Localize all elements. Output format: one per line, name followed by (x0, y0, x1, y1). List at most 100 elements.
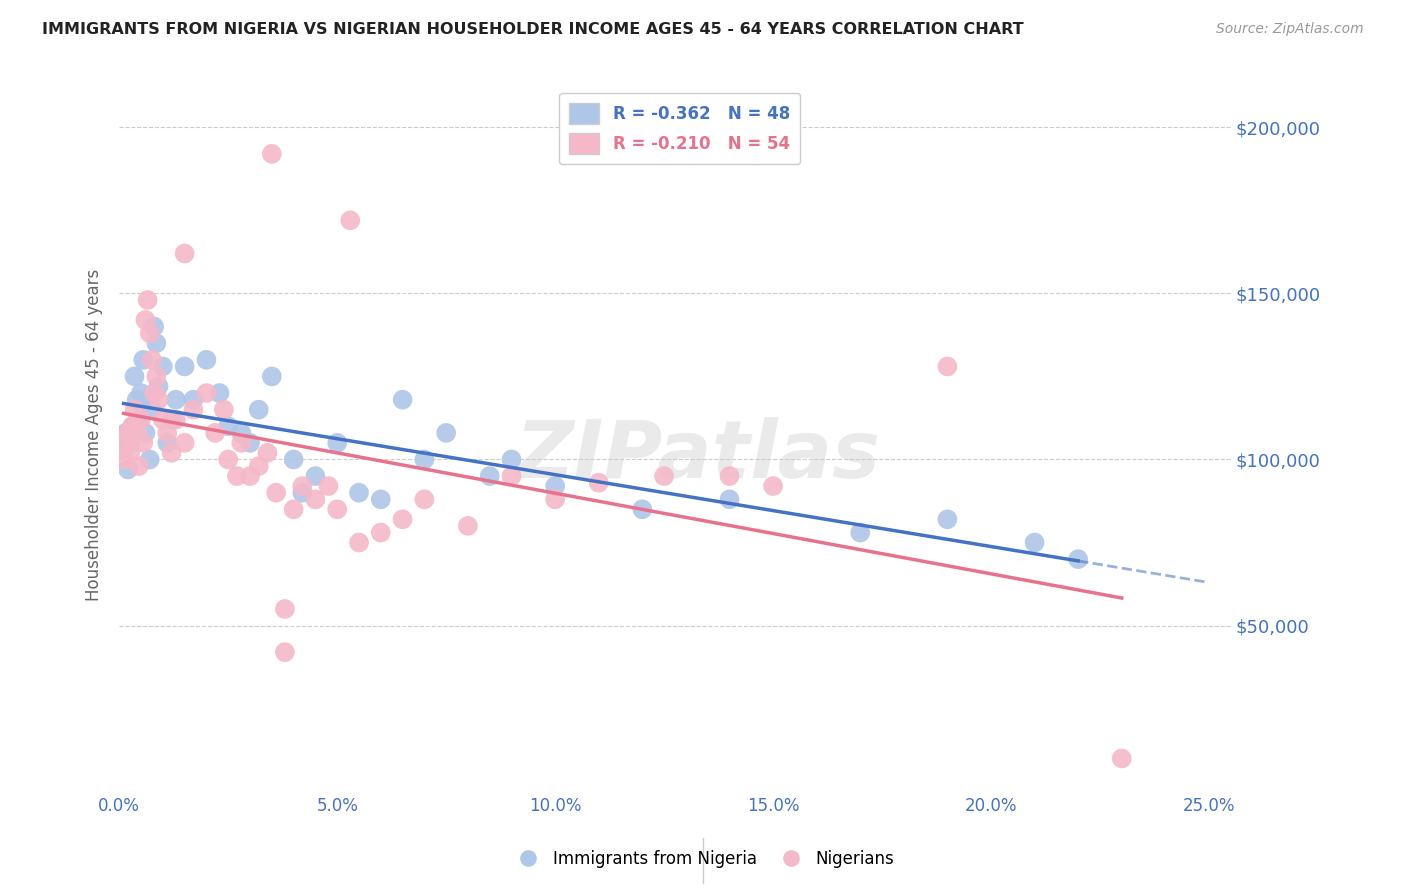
Point (120, 446, 142, 460)
Point (217, 452, 239, 467)
Point (260, 146, 283, 161)
Point (762, 479, 785, 493)
Point (260, 369, 283, 384)
Point (478, 469, 501, 483)
Point (339, 213, 361, 227)
Point (347, 535, 370, 549)
Point (413, 452, 436, 467)
Point (274, 602, 297, 616)
Point (160, 446, 183, 460)
Point (195, 386, 218, 401)
Point (274, 645, 297, 659)
Point (173, 359, 195, 374)
Point (370, 525, 392, 540)
Point (114, 425, 136, 440)
Point (247, 402, 270, 417)
Point (501, 469, 523, 483)
Point (718, 492, 741, 507)
Point (326, 502, 349, 516)
Point (173, 435, 195, 450)
Point (212, 402, 235, 417)
Point (173, 246, 195, 260)
Point (544, 492, 567, 507)
Point (112, 442, 135, 457)
Point (849, 525, 872, 540)
Point (434, 425, 457, 440)
Point (145, 336, 167, 351)
Point (1111, 751, 1133, 765)
Point (125, 425, 148, 440)
Point (304, 469, 326, 483)
Point (195, 352, 218, 367)
Point (183, 392, 205, 407)
Point (136, 392, 159, 407)
Point (347, 485, 370, 500)
Point (128, 412, 150, 426)
Point (143, 319, 166, 334)
Point (114, 435, 136, 450)
Point (183, 402, 205, 417)
Point (152, 359, 174, 374)
Point (457, 519, 479, 533)
Point (1067, 552, 1090, 566)
Point (264, 485, 287, 500)
Point (283, 502, 305, 516)
Point (117, 462, 139, 476)
Point (134, 313, 156, 327)
Point (160, 412, 183, 426)
Point (139, 326, 162, 341)
Point (148, 379, 170, 393)
Point (124, 402, 146, 417)
Point (217, 419, 239, 434)
Point (125, 392, 148, 407)
Point (129, 412, 152, 426)
Point (291, 485, 314, 500)
Point (501, 452, 523, 467)
Point (304, 492, 326, 507)
Point (141, 352, 163, 367)
Point (134, 425, 156, 440)
Point (936, 359, 959, 374)
Legend: R = -0.362   N = 48, R = -0.210   N = 54: R = -0.362 N = 48, R = -0.210 N = 54 (560, 93, 800, 164)
Point (204, 425, 226, 440)
Point (128, 459, 150, 474)
Point (132, 352, 155, 367)
Point (226, 469, 249, 483)
Legend: Immigrants from Nigeria, Nigerians: Immigrants from Nigeria, Nigerians (505, 844, 901, 875)
Point (152, 412, 174, 426)
Point (208, 386, 231, 401)
Point (936, 512, 959, 526)
Point (120, 435, 142, 450)
Point (413, 492, 436, 507)
Point (239, 469, 262, 483)
Point (370, 492, 392, 507)
Point (165, 392, 187, 407)
Point (256, 446, 278, 460)
Point (391, 392, 413, 407)
Text: Source: ZipAtlas.com: Source: ZipAtlas.com (1216, 22, 1364, 37)
Point (231, 435, 253, 450)
Point (588, 475, 610, 490)
Point (124, 369, 146, 384)
Point (652, 469, 675, 483)
Point (117, 425, 139, 440)
Y-axis label: Householder Income Ages 45 - 64 years: Householder Income Ages 45 - 64 years (86, 268, 103, 600)
Point (231, 425, 253, 440)
Point (139, 452, 162, 467)
Point (143, 386, 166, 401)
Point (156, 425, 179, 440)
Point (136, 293, 159, 307)
Point (121, 419, 143, 434)
Point (247, 459, 270, 474)
Point (156, 435, 179, 450)
Point (165, 412, 187, 426)
Point (326, 435, 349, 450)
Point (318, 479, 340, 493)
Point (148, 392, 170, 407)
Point (112, 452, 135, 467)
Point (129, 386, 152, 401)
Point (718, 469, 741, 483)
Text: IMMIGRANTS FROM NIGERIA VS NIGERIAN HOUSEHOLDER INCOME AGES 45 - 64 YEARS CORREL: IMMIGRANTS FROM NIGERIA VS NIGERIAN HOUS… (42, 22, 1024, 37)
Point (291, 479, 314, 493)
Point (544, 479, 567, 493)
